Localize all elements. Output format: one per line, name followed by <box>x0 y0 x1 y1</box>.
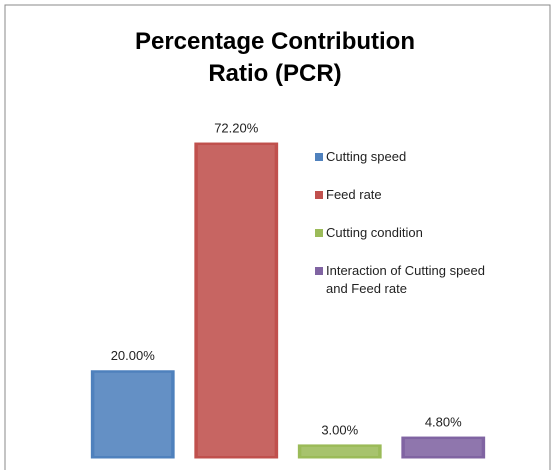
legend-item: Cutting condition <box>315 224 505 242</box>
legend: Cutting speed Feed rate Cutting condition I… <box>315 148 505 318</box>
bar-shine <box>301 446 379 456</box>
bar-shine <box>404 439 482 456</box>
legend-label: Cutting speed <box>326 149 407 164</box>
bar <box>90 370 175 459</box>
data-label: 4.80% <box>425 414 462 429</box>
title-box: Percentage Contribution Ratio (PCR) <box>134 28 416 87</box>
legend-item: Feed rate <box>315 186 505 204</box>
legend-label: Interaction of Cutting speed and Feed ra… <box>326 263 485 296</box>
legend-label: Feed rate <box>326 187 382 202</box>
bar <box>401 436 486 459</box>
legend-item: Interaction of Cutting speed and Feed ra… <box>315 262 505 298</box>
data-label: 3.00% <box>321 422 358 437</box>
legend-swatch <box>315 229 323 237</box>
bar-shine <box>197 145 275 456</box>
legend-label: Cutting condition <box>326 225 423 240</box>
legend-item: Cutting speed <box>315 148 505 166</box>
legend-swatch <box>315 267 323 275</box>
data-label: 20.00% <box>111 348 156 363</box>
legend-swatch <box>315 153 323 161</box>
legend-swatch <box>315 191 323 199</box>
bar-shine <box>94 372 172 456</box>
data-label: 72.20% <box>214 120 259 135</box>
chart-title: Percentage Contribution Ratio (PCR) <box>134 28 416 87</box>
bar <box>297 444 382 459</box>
bar <box>194 142 279 459</box>
